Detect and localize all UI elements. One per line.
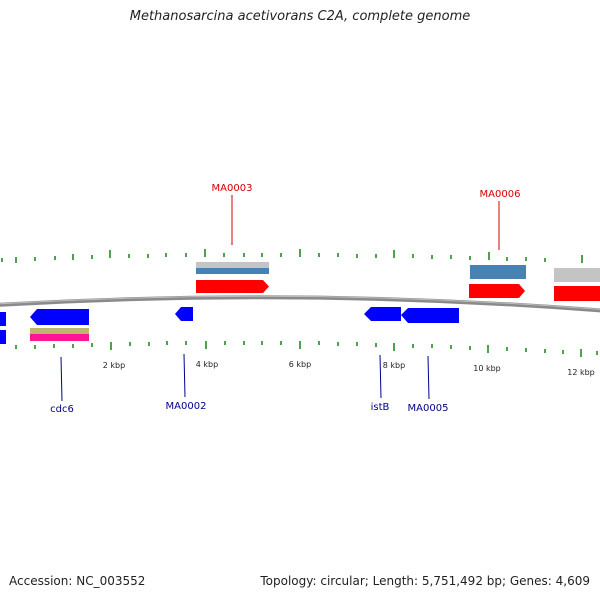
gene-label-cdc6[interactable]: cdc6 <box>50 404 74 415</box>
leader-MA0002 <box>183 353 186 398</box>
feature-right-edge-cds <box>554 286 600 301</box>
feature-MA0006-steelblue-bar <box>470 265 526 279</box>
feature-MA0006-cds-arrow <box>469 284 525 298</box>
feature-MA0003-cds-arrow <box>196 280 269 293</box>
genome-summary-label: Topology: circular; Length: 5,751,492 bp… <box>260 574 590 588</box>
feature-cdc6-cds-arrow <box>30 309 89 325</box>
scale-label-8kbp: 8 kbp <box>383 361 405 370</box>
feature-istB-cds-arrow[interactable] <box>364 307 401 321</box>
leader-MA0005 <box>427 355 430 400</box>
feature-MA0006[interactable] <box>469 265 526 298</box>
map-title: Methanosarcina acetivorans C2A, complete… <box>129 9 471 24</box>
feature-left-edge-cds-lower[interactable] <box>0 330 6 344</box>
feature-right-edge-grey-bar <box>554 268 600 282</box>
gene-label-istB[interactable]: istB <box>371 402 390 413</box>
feature-cdc6[interactable] <box>30 309 89 341</box>
feature-cdc6-olive-bar <box>30 328 89 334</box>
feature-MA0005-cds-arrow[interactable] <box>401 308 459 323</box>
feature-right-edge[interactable] <box>554 268 600 301</box>
scale-label-6kbp: 6 kbp <box>289 360 311 369</box>
scale-label-4kbp: 4 kbp <box>196 360 218 369</box>
feature-MA0003-steelblue-bar <box>196 268 269 274</box>
gene-label-MA0003[interactable]: MA0003 <box>212 183 253 194</box>
gene-label-MA0006[interactable]: MA0006 <box>480 189 521 200</box>
leader-cdc6 <box>60 356 63 402</box>
scale-label-2kbp: 2 kbp <box>103 361 125 370</box>
feature-left-edge-cds-upper[interactable] <box>0 312 6 326</box>
feature-cdc6-pink-bar <box>30 334 89 341</box>
scale-label-12kbp: 12 kbp <box>567 368 595 377</box>
genome-backbone-highlight <box>0 295 600 310</box>
genome-backbone <box>0 295 600 313</box>
feature-MA0003-grey-bar <box>196 262 269 268</box>
accession-label: Accession: NC_003552 <box>9 574 146 588</box>
gene-label-MA0005[interactable]: MA0005 <box>408 403 449 414</box>
leader-istB <box>379 354 382 399</box>
gene-label-MA0002[interactable]: MA0002 <box>166 401 207 412</box>
feature-MA0002-cds-arrow[interactable] <box>175 307 193 321</box>
lower-tick-ring <box>15 341 598 357</box>
upper-tick-ring <box>1 249 583 263</box>
feature-MA0003[interactable] <box>196 262 269 293</box>
scale-label-10kbp: 10 kbp <box>473 364 501 373</box>
